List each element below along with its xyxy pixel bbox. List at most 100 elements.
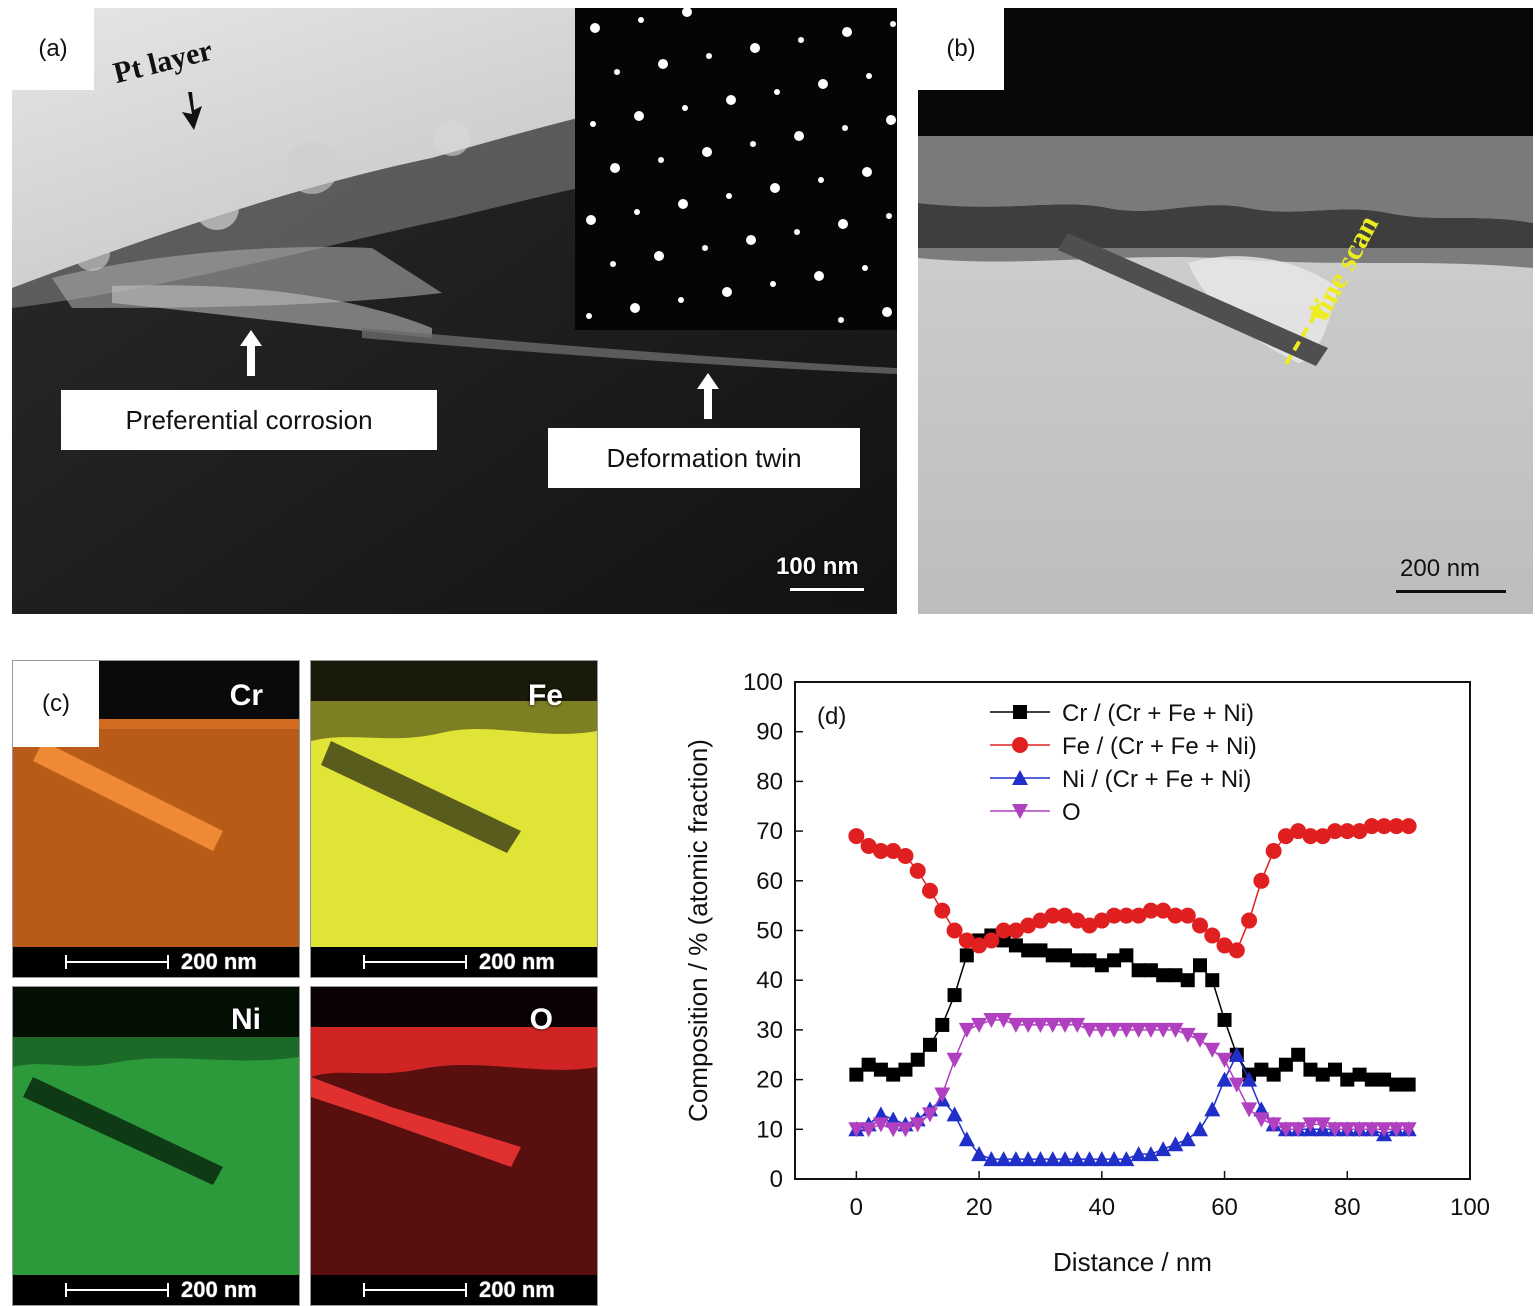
element-label: Cr	[229, 679, 263, 712]
data-point	[1290, 1122, 1307, 1138]
data-point	[983, 1151, 1000, 1167]
data-point	[860, 1122, 877, 1138]
x-tick-label: 20	[966, 1194, 993, 1221]
diffraction-spot	[794, 131, 804, 141]
data-point	[959, 948, 974, 963]
line-scan-arrow-icon	[1284, 302, 1326, 366]
data-point	[1401, 1077, 1416, 1092]
data-point	[946, 1106, 963, 1122]
data-point	[1070, 953, 1085, 968]
data-point	[958, 1022, 975, 1038]
data-point	[897, 847, 914, 864]
legend-marker	[1012, 737, 1028, 753]
data-point	[1020, 1151, 1037, 1167]
data-point	[1020, 917, 1037, 934]
data-point	[1167, 1136, 1184, 1152]
legend-marker	[1012, 770, 1028, 785]
composition-chart: 0 10 20 30 40 50 60 70 80 90 100 0 20 40 60 80 100 Distan…	[683, 669, 1490, 1277]
data-point	[1204, 1042, 1221, 1058]
data-point	[1143, 963, 1158, 978]
y-tick-label: 60	[756, 868, 783, 895]
data-point	[1266, 1067, 1281, 1082]
data-point	[1069, 1017, 1086, 1033]
data-point	[1107, 953, 1122, 968]
y-tick-label: 40	[756, 967, 783, 994]
data-point	[1228, 942, 1245, 959]
data-point	[1217, 1012, 1232, 1027]
diffraction-spot	[726, 193, 732, 199]
legend-label: Fe / (Cr + Fe + Ni)	[1062, 733, 1257, 760]
data-point	[1253, 1112, 1270, 1128]
data-point	[1057, 1151, 1073, 1167]
map-scalebar: 200 nm	[13, 1275, 299, 1305]
data-point	[1069, 1151, 1086, 1167]
data-point	[1303, 1062, 1318, 1077]
data-point	[897, 1122, 914, 1138]
data-point	[1204, 1101, 1221, 1117]
data-point	[1241, 1071, 1258, 1087]
eds-map-o: O 200 nm	[310, 986, 598, 1306]
data-point	[1327, 823, 1343, 840]
diffraction-spot	[750, 141, 756, 147]
diffraction-spot	[882, 307, 892, 317]
data-point	[1118, 907, 1135, 924]
data-point	[1142, 1146, 1159, 1162]
series-line	[856, 1053, 1409, 1160]
data-point	[1241, 1102, 1258, 1118]
element-label: Fe	[527, 679, 563, 712]
data-point	[958, 1131, 975, 1147]
data-point	[1045, 948, 1060, 963]
data-point	[971, 1146, 988, 1162]
data-point	[1093, 912, 1110, 929]
x-tick-label: 60	[1211, 1194, 1238, 1221]
data-point	[1106, 1022, 1123, 1038]
data-point	[1179, 907, 1196, 924]
data-point	[1216, 1071, 1233, 1087]
data-point	[1253, 872, 1270, 889]
series-line	[856, 1019, 1409, 1131]
diffraction-spot	[590, 121, 596, 127]
diffraction-spot	[814, 271, 824, 281]
diffraction-spot	[590, 23, 600, 33]
diffraction-spot	[610, 261, 616, 267]
diffraction-spot	[750, 43, 760, 53]
data-point	[1254, 1062, 1269, 1077]
data-point	[1007, 1017, 1024, 1033]
data-point	[1106, 1151, 1123, 1167]
eds-map-ni: Ni 200 nm	[12, 986, 300, 1306]
plot-frame	[794, 681, 1471, 1180]
data-point	[1179, 1027, 1196, 1043]
data-point	[1007, 922, 1024, 939]
data-point	[1021, 943, 1036, 958]
panel-label: (c)	[13, 661, 99, 747]
data-point	[1314, 1117, 1331, 1133]
data-point	[1007, 1151, 1024, 1167]
panel-a-tem-image: (a) Pt layer Preferential corrosion Defo…	[12, 8, 897, 614]
stem-micrograph-b	[918, 8, 1533, 614]
diffraction-spot	[678, 199, 688, 209]
diffraction-spot	[774, 89, 780, 95]
data-point	[898, 1062, 913, 1077]
data-point	[1205, 973, 1220, 988]
data-point	[910, 1052, 925, 1067]
panel-d-line-scan-chart: 0 10 20 30 40 50 60 70 80 90 100 0 20 40 60 80 100 Distan…	[680, 660, 1530, 1300]
diffraction-spot	[886, 115, 896, 125]
diffraction-spot	[658, 59, 668, 69]
diffraction-spot	[634, 111, 644, 121]
data-point	[1388, 1122, 1405, 1138]
diffraction-spot	[722, 287, 732, 297]
data-point	[1327, 1122, 1343, 1138]
data-point	[1192, 917, 1208, 934]
data-point	[1156, 968, 1171, 983]
diffraction-spot	[838, 317, 844, 323]
data-point	[922, 882, 938, 899]
data-point	[1094, 958, 1109, 973]
diffraction-spot	[586, 215, 596, 225]
eds-map-fe: Fe 200 nm	[310, 660, 598, 978]
data-point	[1314, 828, 1331, 845]
y-tick-label: 20	[756, 1067, 783, 1094]
diffraction-spot	[634, 209, 640, 215]
legend-label: Cr / (Cr + Fe + Ni)	[1062, 700, 1254, 727]
legend-marker	[1013, 705, 1027, 719]
pt-layer-arrow-icon	[182, 92, 202, 130]
